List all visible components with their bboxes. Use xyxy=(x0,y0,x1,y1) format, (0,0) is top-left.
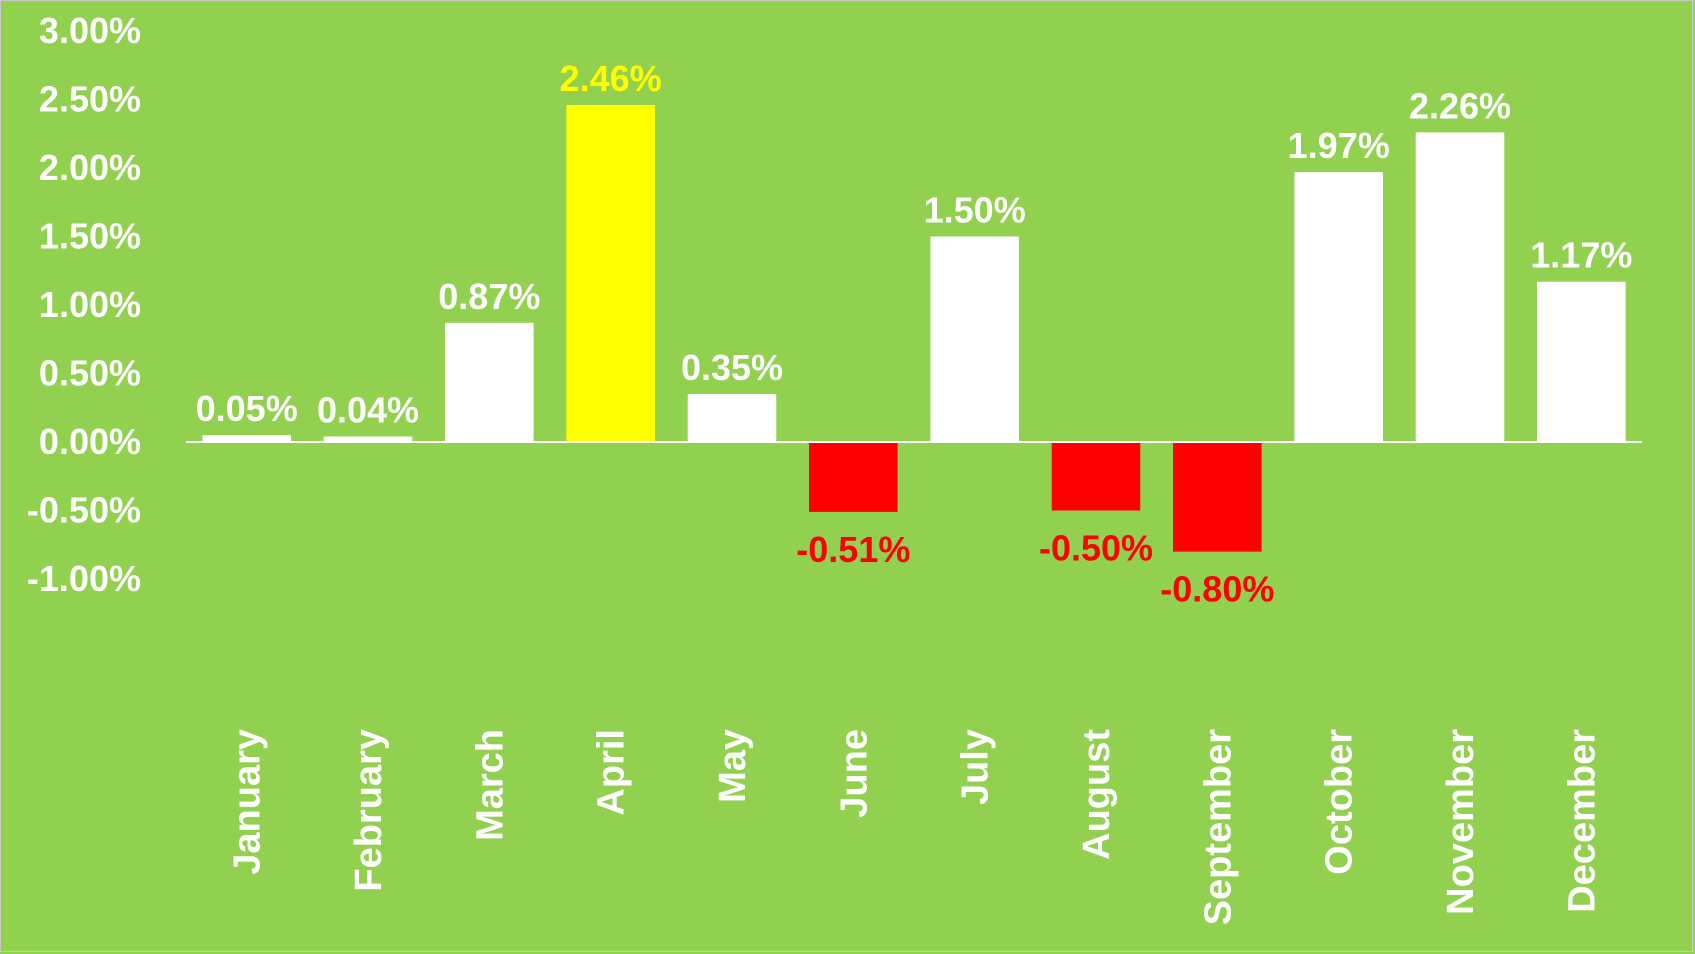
category-label-march: March xyxy=(469,729,511,841)
data-label-february: 0.04% xyxy=(317,390,419,431)
category-label-december: December xyxy=(1561,729,1603,913)
bar-january xyxy=(202,435,291,442)
bar-september xyxy=(1173,442,1262,552)
y-tick-label: 2.50% xyxy=(39,79,141,120)
bar-november xyxy=(1415,132,1505,442)
bar-february xyxy=(323,436,413,442)
data-labels: 0.05% 0.04% 0.87% 2.46% 0.35% -0.51% 1.50% -0.5… xyxy=(196,58,1633,610)
bar-july xyxy=(930,236,1019,442)
data-label-may: 0.35% xyxy=(681,347,783,388)
y-tick-label: 0.50% xyxy=(39,353,141,394)
data-label-july: 1.50% xyxy=(924,190,1026,231)
bar-march xyxy=(445,322,534,442)
category-label-august: August xyxy=(1076,729,1118,860)
category-label-may: May xyxy=(712,729,754,803)
category-label-april: April xyxy=(591,729,633,816)
bar-august xyxy=(1051,442,1141,511)
bar-june xyxy=(809,442,898,512)
x-axis: January February March April May June July Augu… xyxy=(227,729,1604,926)
category-label-february: February xyxy=(348,729,390,892)
y-tick-label: 2.00% xyxy=(39,147,141,188)
data-label-december: 1.17% xyxy=(1530,235,1632,276)
bar-may xyxy=(687,394,777,442)
data-label-march: 0.87% xyxy=(438,276,540,317)
bar-april xyxy=(566,104,655,442)
bar-december xyxy=(1537,281,1626,442)
y-tick-label: 3.00% xyxy=(39,10,141,51)
data-label-june: -0.51% xyxy=(796,529,910,570)
category-label-june: June xyxy=(833,729,875,818)
data-label-january: 0.05% xyxy=(196,388,298,429)
data-label-october: 1.97% xyxy=(1288,125,1390,166)
data-label-september: -0.80% xyxy=(1160,569,1274,610)
data-label-august: -0.50% xyxy=(1039,528,1153,569)
y-tick-label: 0.00% xyxy=(39,421,141,462)
category-label-september: September xyxy=(1197,729,1239,926)
category-label-january: January xyxy=(227,729,269,875)
data-label-november: 2.26% xyxy=(1409,85,1511,126)
category-label-july: July xyxy=(955,729,997,805)
y-axis: 3.00% 2.50% 2.00% 1.50% 1.00% 0.50% 0.00% -0.50… xyxy=(27,10,141,599)
y-tick-label: -0.50% xyxy=(27,490,141,531)
y-tick-label: 1.00% xyxy=(39,284,141,325)
y-tick-label: -1.00% xyxy=(27,558,141,599)
category-label-october: October xyxy=(1319,729,1361,875)
y-tick-label: 1.50% xyxy=(39,216,141,257)
data-label-april: 2.46% xyxy=(560,58,662,99)
category-label-november: November xyxy=(1440,729,1482,915)
bars xyxy=(202,104,1626,552)
bar-october xyxy=(1294,172,1383,443)
